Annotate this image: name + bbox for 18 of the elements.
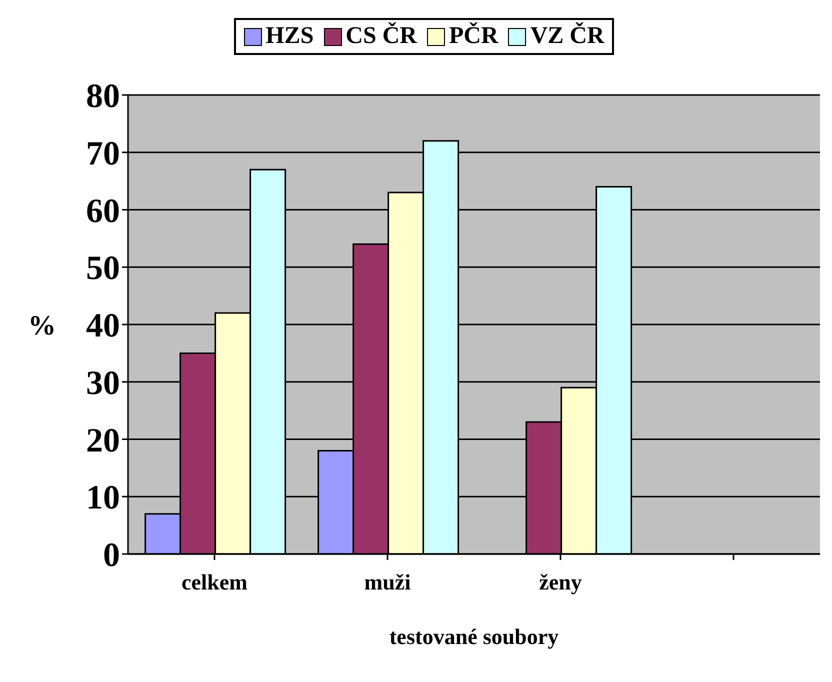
- y-tick-label: 80: [86, 78, 120, 116]
- y-tick-label: 10: [86, 480, 120, 517]
- y-axis-title: %: [28, 310, 56, 342]
- y-tick-label: 70: [86, 135, 120, 172]
- y-tick-label: 30: [86, 364, 120, 402]
- y-tick-label: 40: [86, 308, 120, 345]
- x-axis-title: testované soubory: [389, 624, 559, 649]
- legend-label: CS ČR: [344, 23, 418, 50]
- y-tick-label: 20: [86, 422, 120, 460]
- legend-label: PČR: [448, 23, 498, 50]
- y-tick-label: 60: [86, 192, 120, 230]
- legend-label: VZ ČR: [529, 23, 604, 50]
- y-tick-label: 50: [86, 250, 120, 288]
- x-tick-label: celkem: [182, 570, 248, 595]
- y-tick-label: 0: [103, 537, 120, 574]
- x-tick-label: ženy: [539, 570, 582, 595]
- x-tick-label: muži: [364, 570, 411, 595]
- legend-label: HZS: [264, 23, 314, 50]
